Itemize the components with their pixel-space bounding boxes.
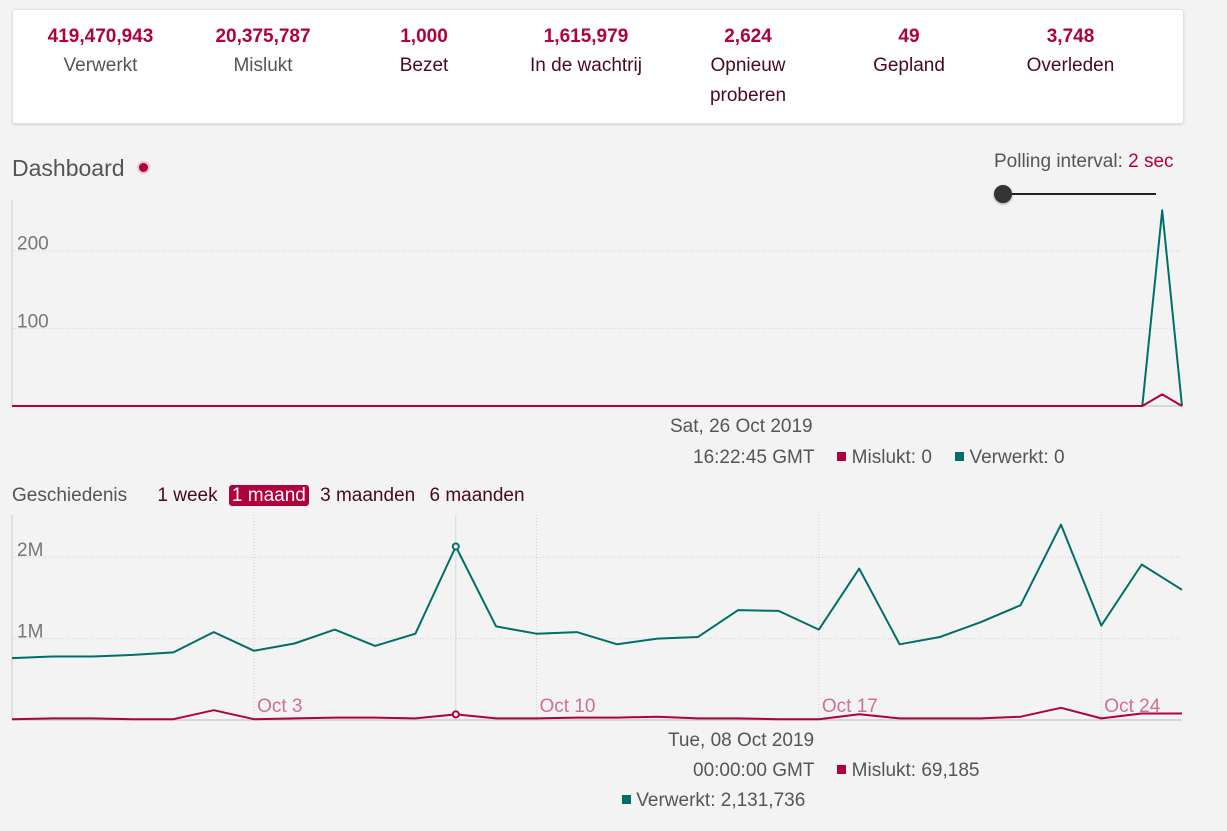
stat-processed[interactable]: 419,470,943 Verwerkt xyxy=(33,26,168,81)
series-line-mislukt xyxy=(11,706,1182,721)
realtime-legend-row: 16:22:45 GMT Mislukt: 0 Verwerkt: 0 xyxy=(693,447,1065,469)
history-legend-failed: Mislukt: 69,185 xyxy=(851,760,980,781)
stat-busy-label: Bezet xyxy=(399,55,449,76)
stat-dead-value: 3,748 xyxy=(1046,26,1095,47)
slider-thumb[interactable] xyxy=(994,185,1012,203)
y-tick-label: 100 xyxy=(17,311,49,332)
range-1-month[interactable]: 1 maand xyxy=(228,485,309,506)
realtime-legend-date: Sat, 26 Oct 2019 xyxy=(670,416,813,437)
history-legend-row-2: Verwerkt: 2,131,736 xyxy=(622,790,805,812)
history-chart[interactable]: 2M 1M Oct 3 Oct 10 Oct 17 Oct 24 xyxy=(0,515,1227,730)
stat-retries-value: 2,624 xyxy=(724,26,772,47)
history-legend-time: 00:00:00 GMT xyxy=(693,760,815,781)
stat-failed-label: Mislukt xyxy=(233,55,293,76)
history-legend-processed: Verwerkt: 2,131,736 xyxy=(636,790,806,811)
range-6-months[interactable]: 6 maanden xyxy=(429,485,525,506)
stat-enqueued-value: 1,615,979 xyxy=(543,26,629,47)
x-tick-label: Oct 24 xyxy=(1104,696,1160,717)
range-3-months[interactable]: 3 maanden xyxy=(320,485,416,506)
stat-retries[interactable]: 2,624 Opnieuw proberen xyxy=(688,26,808,111)
stat-failed[interactable]: 20,375,787 Mislukt xyxy=(203,26,323,81)
stat-processed-label: Verwerkt xyxy=(63,55,138,76)
stat-enqueued[interactable]: 1,615,979 In de wachtrij xyxy=(516,26,656,81)
polling-interval-label: Polling interval: xyxy=(994,151,1123,172)
stat-scheduled[interactable]: 49 Gepland xyxy=(859,26,959,81)
history-range-selector: Geschiedenis 1 week 1 maand 3 maanden 6 … xyxy=(12,483,531,511)
y-tick-label: 200 xyxy=(17,234,49,255)
history-legend-date: Tue, 08 Oct 2019 xyxy=(668,730,815,751)
range-1-week[interactable]: 1 week xyxy=(157,485,218,506)
realtime-legend-time: 16:22:45 GMT xyxy=(693,447,815,468)
series-line-verwerkt xyxy=(12,209,1183,407)
x-tick-label: Oct 10 xyxy=(539,696,595,717)
y-tick-label: 1M xyxy=(17,622,43,643)
polling-interval-slider[interactable] xyxy=(994,184,1156,204)
series-line-mislukt xyxy=(12,393,1183,407)
highlight-point-mislukt xyxy=(451,710,460,719)
polling-interval: Polling interval: 2 sec xyxy=(994,151,1174,173)
x-tick-label: Oct 17 xyxy=(822,696,878,717)
realtime-legend-failed: Mislukt: 0 xyxy=(851,447,932,468)
highlight-point-verwerkt xyxy=(451,542,460,551)
polling-interval-value: 2 sec xyxy=(1128,151,1174,172)
live-indicator-icon xyxy=(139,163,148,172)
x-tick-label: Oct 3 xyxy=(257,696,302,717)
stat-retries-label: Opnieuw proberen xyxy=(709,55,787,106)
y-tick-label: 2M xyxy=(17,540,43,561)
stat-dead-label: Overleden xyxy=(1026,55,1115,76)
realtime-chart[interactable]: 200 100 xyxy=(0,200,1227,415)
failed-swatch-icon xyxy=(837,452,847,461)
dashboard-title: Dashboard xyxy=(12,155,125,181)
realtime-legend-processed: Verwerkt: 0 xyxy=(969,447,1065,468)
stat-dead[interactable]: 3,748 Overleden xyxy=(1013,26,1128,81)
stat-enqueued-label: In de wachtrij xyxy=(530,55,642,76)
failed-swatch-icon xyxy=(837,765,847,774)
stat-scheduled-value: 49 xyxy=(898,26,920,47)
history-title: Geschiedenis xyxy=(12,485,128,506)
stat-busy[interactable]: 1,000 Bezet xyxy=(379,26,469,81)
processed-swatch-icon xyxy=(955,452,965,461)
slider-track xyxy=(1002,193,1156,195)
stats-summary-bar: 419,470,943 Verwerkt 20,375,787 Mislukt … xyxy=(12,9,1184,124)
stat-scheduled-label: Gepland xyxy=(873,55,945,76)
history-legend-row: 00:00:00 GMT Mislukt: 69,185 xyxy=(693,760,979,782)
processed-swatch-icon xyxy=(622,795,631,804)
stat-failed-value: 20,375,787 xyxy=(215,26,311,47)
stat-busy-value: 1,000 xyxy=(400,26,448,47)
stat-processed-value: 419,470,943 xyxy=(47,26,154,47)
series-line-verwerkt xyxy=(11,523,1183,660)
